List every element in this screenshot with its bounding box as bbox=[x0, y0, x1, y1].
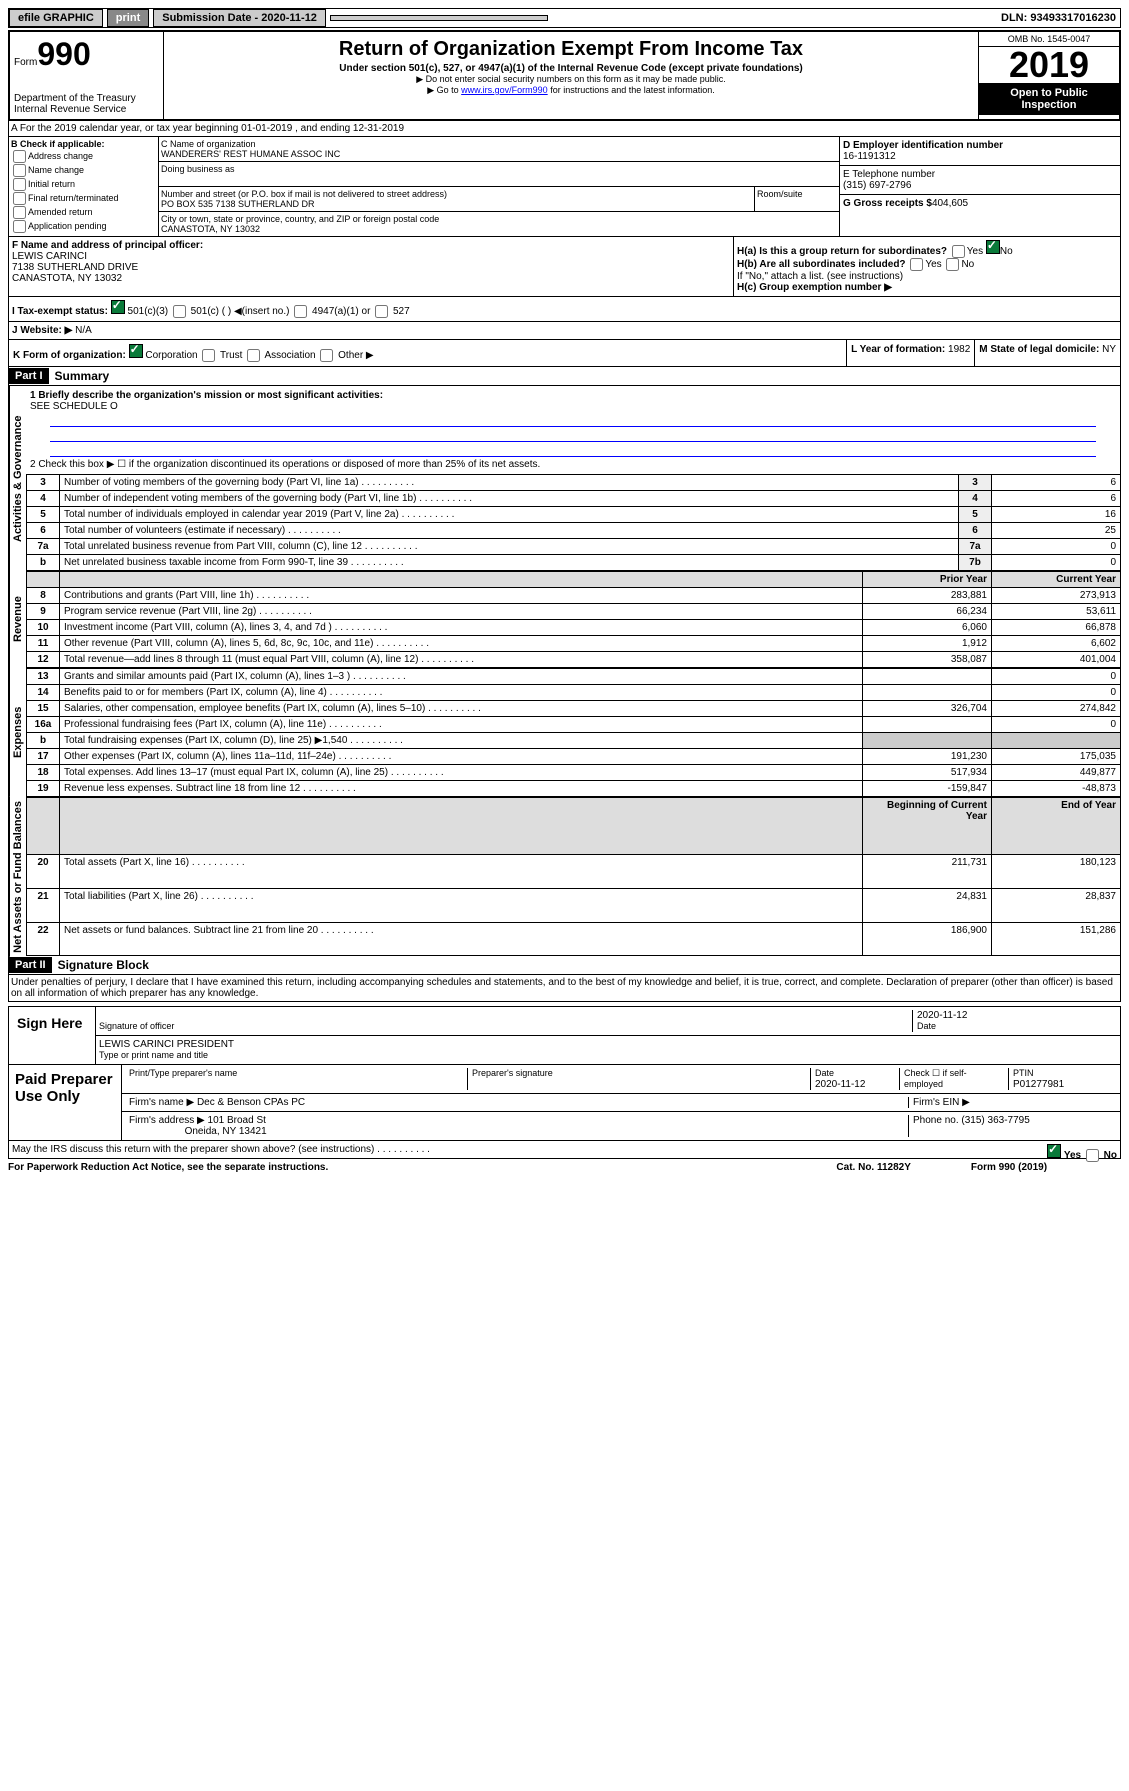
cb-discuss-yes[interactable] bbox=[1047, 1144, 1061, 1158]
cb-assoc[interactable] bbox=[247, 349, 260, 362]
website-row: J Website: ▶ N/A bbox=[8, 322, 1121, 340]
right-col: D Employer identification number16-11913… bbox=[839, 137, 1120, 236]
revenue-table: Prior YearCurrent Year8Contributions and… bbox=[26, 571, 1121, 668]
cb-address[interactable] bbox=[13, 150, 26, 163]
print-btn[interactable]: print bbox=[107, 9, 149, 27]
form-id-box: Form990 Department of the Treasury Inter… bbox=[10, 32, 164, 119]
section-bcd: B Check if applicable: Address change Na… bbox=[8, 137, 1121, 237]
year-box: OMB No. 1545-0047 2019 Open to Public In… bbox=[978, 32, 1119, 119]
cb-corp[interactable] bbox=[129, 344, 143, 358]
col-b: B Check if applicable: Address change Na… bbox=[9, 137, 159, 236]
cb-ha-no[interactable] bbox=[986, 240, 1000, 254]
part2-header: Part II Signature Block bbox=[8, 956, 1121, 975]
governance-section: Activities & Governance 1 Briefly descri… bbox=[8, 386, 1121, 571]
cb-final[interactable] bbox=[13, 192, 26, 205]
dln-label: DLN: 93493317016230 bbox=[1001, 12, 1120, 24]
expenses-section: Expenses 13Grants and similar amounts pa… bbox=[8, 668, 1121, 797]
paid-preparer-block: Paid Preparer Use Only Print/Type prepar… bbox=[8, 1065, 1121, 1141]
cb-501c3[interactable] bbox=[111, 300, 125, 314]
cb-other[interactable] bbox=[320, 349, 333, 362]
row-a: A For the 2019 calendar year, or tax yea… bbox=[8, 121, 1121, 137]
declaration: Under penalties of perjury, I declare th… bbox=[8, 975, 1121, 1002]
title-block: Return of Organization Exempt From Incom… bbox=[164, 32, 978, 119]
part1-header: Part I Summary bbox=[8, 367, 1121, 386]
cb-hb-no[interactable] bbox=[946, 258, 959, 271]
irs-link[interactable]: www.irs.gov/Form990 bbox=[461, 85, 548, 95]
efile-btn[interactable]: efile GRAPHIC bbox=[9, 9, 103, 27]
fh-row: F Name and address of principal officer:… bbox=[8, 237, 1121, 297]
klm-row: K Form of organization: Corporation Trus… bbox=[8, 340, 1121, 367]
subdate-btn[interactable]: Submission Date - 2020-11-12 bbox=[153, 9, 326, 27]
cb-amended[interactable] bbox=[13, 206, 26, 219]
cb-initial[interactable] bbox=[13, 178, 26, 191]
top-toolbar: efile GRAPHIC print Submission Date - 20… bbox=[8, 8, 1121, 28]
cb-trust[interactable] bbox=[202, 349, 215, 362]
col-cd: C Name of organizationWANDERERS' REST HU… bbox=[159, 137, 1120, 236]
governance-table: 3Number of voting members of the governi… bbox=[26, 474, 1121, 571]
sign-block: Sign Here Signature of officer2020-11-12… bbox=[8, 1006, 1121, 1065]
cb-name[interactable] bbox=[13, 164, 26, 177]
expenses-table: 13Grants and similar amounts paid (Part … bbox=[26, 668, 1121, 797]
cb-discuss-no[interactable] bbox=[1086, 1149, 1099, 1162]
cb-hb-yes[interactable] bbox=[910, 258, 923, 271]
page-footer: For Paperwork Reduction Act Notice, see … bbox=[8, 1159, 1047, 1176]
form-title: Return of Organization Exempt From Incom… bbox=[168, 38, 974, 61]
netassets-section: Net Assets or Fund Balances Beginning of… bbox=[8, 797, 1121, 957]
cb-527[interactable] bbox=[375, 305, 388, 318]
cb-pending[interactable] bbox=[13, 220, 26, 233]
cb-ha-yes[interactable] bbox=[952, 245, 965, 258]
form-header: Form990 Department of the Treasury Inter… bbox=[8, 30, 1121, 121]
cb-501c[interactable] bbox=[173, 305, 186, 318]
revenue-section: Revenue Prior YearCurrent Year8Contribut… bbox=[8, 571, 1121, 668]
cb-4947[interactable] bbox=[294, 305, 307, 318]
netassets-table: Beginning of Current YearEnd of Year20To… bbox=[26, 797, 1121, 957]
discuss-row: May the IRS discuss this return with the… bbox=[8, 1141, 1121, 1159]
blank-btn bbox=[330, 15, 548, 21]
tax-exempt-row: I Tax-exempt status: 501(c)(3) 501(c) ( … bbox=[8, 297, 1121, 322]
